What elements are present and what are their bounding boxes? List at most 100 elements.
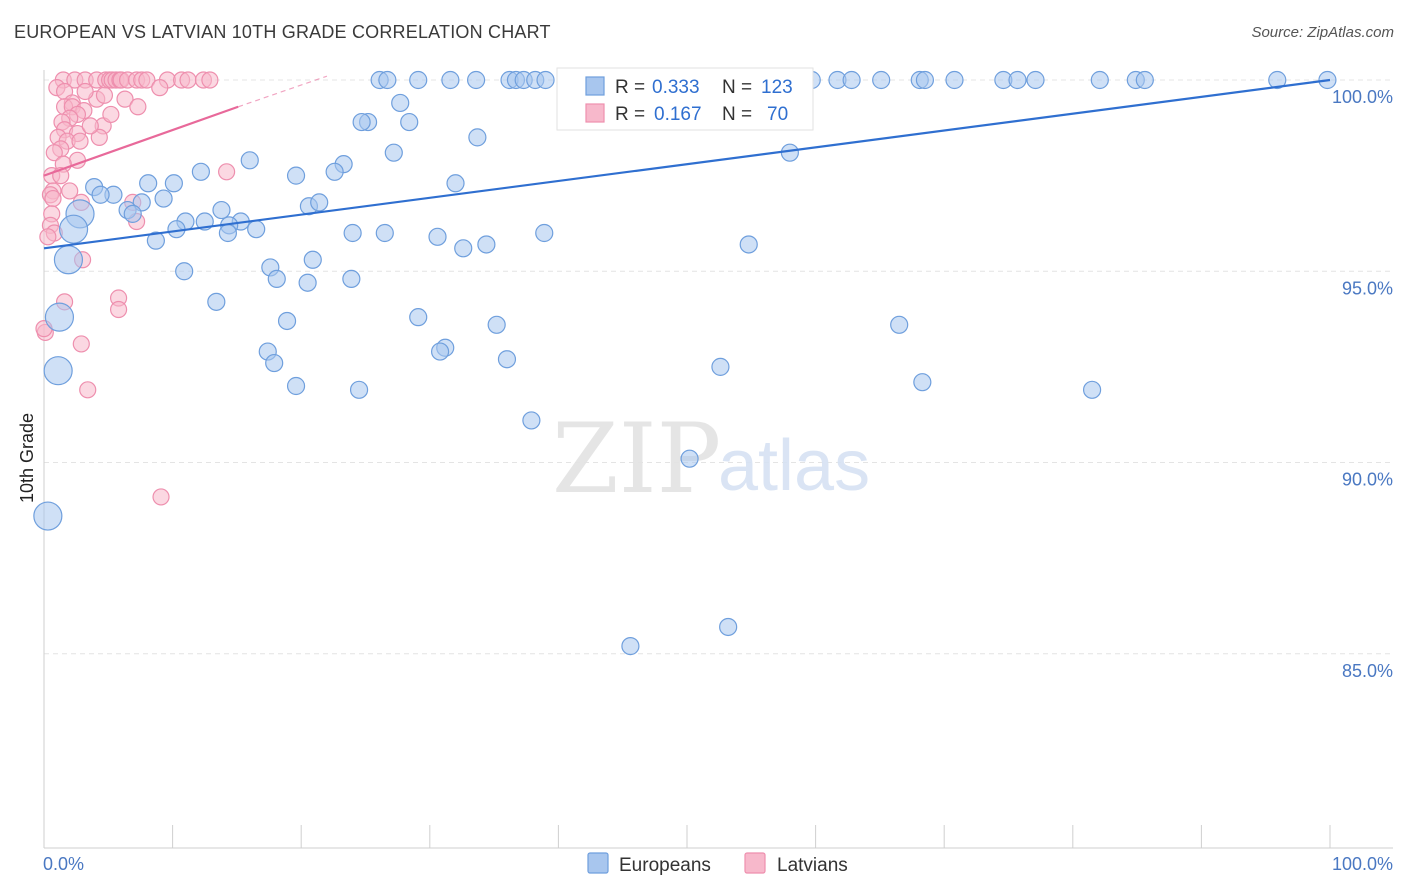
data-point — [218, 163, 236, 181]
data-point — [247, 220, 266, 239]
latvians-trend-extension — [237, 75, 328, 108]
data-point — [1082, 380, 1102, 399]
data-point — [218, 223, 237, 243]
data-point — [409, 70, 428, 90]
source-label: Source: ZipAtlas.com — [1251, 24, 1394, 41]
data-point — [352, 112, 371, 132]
data-point — [780, 143, 799, 162]
data-point — [842, 70, 861, 90]
data-point — [116, 90, 134, 108]
data-point — [146, 231, 165, 250]
data-point — [138, 71, 156, 89]
stats-legend: R = 0.333 N = 123 R = 0.167 N = 70 — [556, 67, 814, 131]
data-point — [286, 376, 306, 396]
data-point — [152, 488, 170, 506]
data-point — [945, 70, 964, 90]
data-point — [466, 70, 486, 90]
data-point — [428, 227, 447, 246]
y-tick-label: 90.0% — [1342, 470, 1393, 490]
data-point — [409, 308, 428, 327]
data-point — [477, 235, 496, 254]
europeans-n-value: 123 — [761, 77, 793, 98]
data-point — [72, 335, 90, 353]
data-point — [139, 174, 158, 193]
y-tick-label: 100.0% — [1332, 87, 1393, 107]
watermark-atlas: atlas — [718, 426, 870, 506]
latvians-n-label: N = — [722, 104, 752, 125]
data-point — [915, 70, 935, 90]
data-point — [91, 185, 110, 204]
legend-swatch-europeans — [587, 852, 609, 874]
data-point — [45, 144, 63, 162]
europeans-r-value: 0.333 — [652, 77, 700, 98]
data-point — [43, 356, 73, 386]
data-point — [201, 71, 219, 89]
data-point — [711, 357, 730, 376]
data-point — [175, 262, 194, 281]
data-point — [303, 250, 322, 269]
legend-label-latvians: Latvians — [777, 855, 848, 876]
data-point — [58, 214, 89, 244]
y-tick-label: 95.0% — [1342, 278, 1393, 298]
data-point — [102, 105, 120, 124]
data-point — [310, 193, 329, 212]
latvians-trend-line — [43, 105, 239, 177]
data-point — [1135, 70, 1154, 90]
europeans-points — [33, 70, 1337, 656]
data-point — [384, 143, 403, 162]
legend-label-europeans: Europeans — [619, 855, 711, 876]
latvians-swatch — [585, 103, 605, 123]
y-tick-labels: 85.0% 90.0% 95.0% 100.0% — [1332, 87, 1393, 681]
data-point — [44, 302, 75, 332]
data-point — [265, 353, 284, 373]
data-point — [53, 245, 84, 275]
data-point — [454, 239, 473, 258]
data-point — [33, 501, 63, 531]
data-point — [739, 235, 758, 254]
data-point — [446, 174, 465, 193]
europeans-swatch — [585, 76, 605, 96]
europeans-r-label: R = — [615, 77, 645, 98]
trend-lines — [43, 75, 1331, 250]
data-point — [468, 128, 487, 147]
data-point — [325, 162, 344, 181]
data-point — [212, 200, 231, 220]
data-point — [298, 273, 317, 292]
y-axis-label: 10th Grade — [17, 413, 37, 503]
data-point — [1090, 70, 1109, 90]
europeans-n-label: N = — [722, 77, 752, 98]
series-legend: Europeans Latvians — [587, 852, 848, 876]
data-point — [719, 617, 738, 637]
data-point — [400, 112, 419, 132]
europeans-trend-line — [43, 78, 1331, 250]
latvians-points — [35, 71, 236, 506]
watermark: ZIP atlas — [552, 403, 870, 515]
data-point — [913, 373, 932, 392]
data-point — [151, 79, 169, 97]
data-point — [522, 411, 541, 430]
data-point — [39, 228, 57, 246]
data-point — [207, 292, 226, 311]
data-point — [61, 182, 79, 200]
data-point — [349, 380, 369, 399]
data-point — [123, 204, 142, 223]
y-tick-label: 85.0% — [1342, 661, 1393, 681]
latvians-r-label: R = — [615, 104, 645, 125]
data-point — [497, 350, 517, 369]
x-tick-label-min: 0.0% — [43, 854, 84, 874]
data-point — [81, 117, 99, 135]
data-point — [164, 174, 183, 193]
data-point — [1268, 70, 1287, 90]
data-point — [90, 128, 108, 146]
data-point — [76, 82, 94, 101]
data-point — [535, 223, 554, 243]
data-point — [277, 311, 297, 331]
data-point — [179, 71, 197, 89]
data-point — [95, 86, 114, 104]
data-point — [536, 70, 555, 90]
data-point — [872, 70, 891, 90]
chart-title: EUROPEAN VS LATVIAN 10TH GRADE CORRELATI… — [14, 22, 551, 42]
data-point — [79, 381, 97, 399]
x-tick-label-max: 100.0% — [1332, 854, 1393, 874]
